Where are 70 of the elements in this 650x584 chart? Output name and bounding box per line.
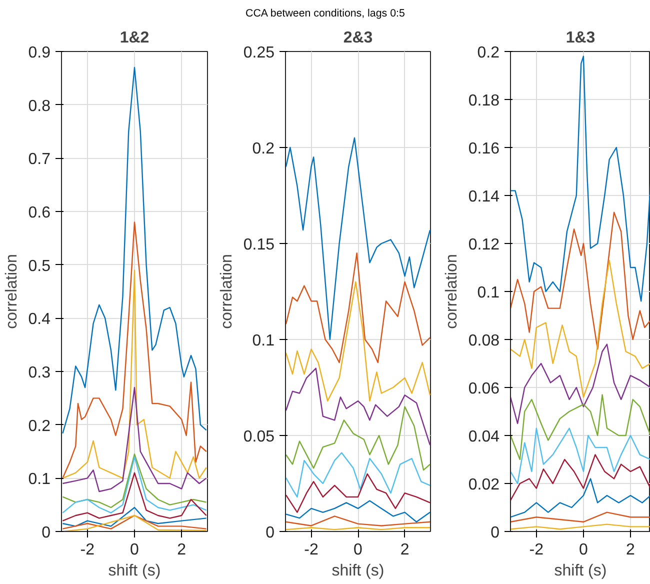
line-series — [510, 512, 650, 522]
chart-title: 2&3 — [343, 30, 373, 46]
y-tick-label: 0.12 — [468, 236, 500, 254]
y-tick-label: 0.08 — [468, 332, 500, 350]
y-tick-label: 0 — [490, 524, 500, 542]
y-tick-label: 0.14 — [468, 188, 500, 206]
line-series — [286, 473, 430, 513]
x-tick-label: 0 — [130, 542, 140, 558]
line-series — [286, 406, 430, 471]
text: CCA between conditions, lags 0:5 — [246, 8, 405, 20]
y-tick-label: 0 — [42, 524, 51, 542]
y-tick-label: 0.06 — [468, 380, 500, 398]
line-series — [510, 478, 650, 518]
y-tick-label: 0.9 — [28, 44, 51, 62]
x-tick-label: 2 — [177, 542, 186, 558]
line-series — [510, 454, 650, 501]
line-series — [286, 500, 430, 522]
chart-title: 1&2 — [120, 30, 150, 46]
y-tick-label: 0.16 — [468, 140, 500, 158]
x-tick-label: 0 — [354, 542, 363, 558]
y-tick-label: 0.1 — [252, 332, 275, 350]
x-tick-label: 0 — [578, 542, 588, 558]
y-tick-label: 0.2 — [28, 418, 51, 435]
line-series — [510, 344, 650, 424]
y-axis-title: correlation — [443, 254, 460, 329]
line-series — [286, 281, 430, 402]
line-series — [510, 428, 650, 484]
x-axis-title: shift (s) — [332, 562, 384, 580]
y-tick-label: 0.8 — [28, 98, 51, 115]
y-tick-label: 0.25 — [243, 44, 275, 62]
x-tick-label: 2 — [626, 542, 636, 558]
y-tick-label: 0.02 — [468, 476, 500, 494]
y-tick-label: 0.18 — [468, 92, 500, 110]
x-tick-label: 2 — [400, 542, 410, 558]
line-series — [62, 506, 207, 527]
y-tick-label: 0.7 — [28, 151, 51, 168]
line-series — [286, 137, 430, 340]
y-tick-label: 0.2 — [252, 140, 275, 158]
line-series — [62, 270, 207, 479]
line-series — [510, 394, 650, 460]
y-tick-label: 0.1 — [28, 471, 51, 488]
y-tick-label: 0.15 — [243, 236, 275, 254]
line-series — [286, 516, 430, 526]
x-axis-title: shift (s) — [554, 562, 607, 580]
y-tick-label: 0 — [266, 524, 275, 542]
line-series — [510, 56, 650, 302]
y-tick-label: 0.6 — [28, 204, 51, 222]
line-series — [286, 252, 430, 364]
y-tick-label: 0.04 — [468, 428, 500, 446]
y-tick-label: 0.1 — [477, 284, 500, 302]
x-axis-title: shift (s) — [108, 562, 161, 580]
y-tick-label: 0.3 — [28, 364, 51, 382]
line-series — [62, 472, 207, 522]
y-tick-label: 0.4 — [28, 311, 51, 328]
x-tick-label: -2 — [80, 542, 95, 558]
y-axis-title: correlation — [3, 254, 20, 329]
y-tick-label: 0.05 — [243, 428, 275, 446]
y-tick-label: 0.5 — [28, 258, 51, 275]
y-axis-title: correlation — [218, 254, 236, 329]
line-series — [286, 368, 430, 446]
line-series — [62, 222, 207, 479]
line-series — [510, 212, 650, 350]
x-tick-label: -2 — [304, 542, 318, 558]
line-series — [62, 386, 207, 492]
line-series — [62, 66, 207, 434]
line-series — [286, 452, 430, 498]
x-tick-label: -2 — [529, 542, 544, 558]
line-series — [510, 260, 650, 398]
y-tick-label: 0.2 — [477, 44, 500, 62]
chart-title: 1&3 — [566, 30, 596, 46]
